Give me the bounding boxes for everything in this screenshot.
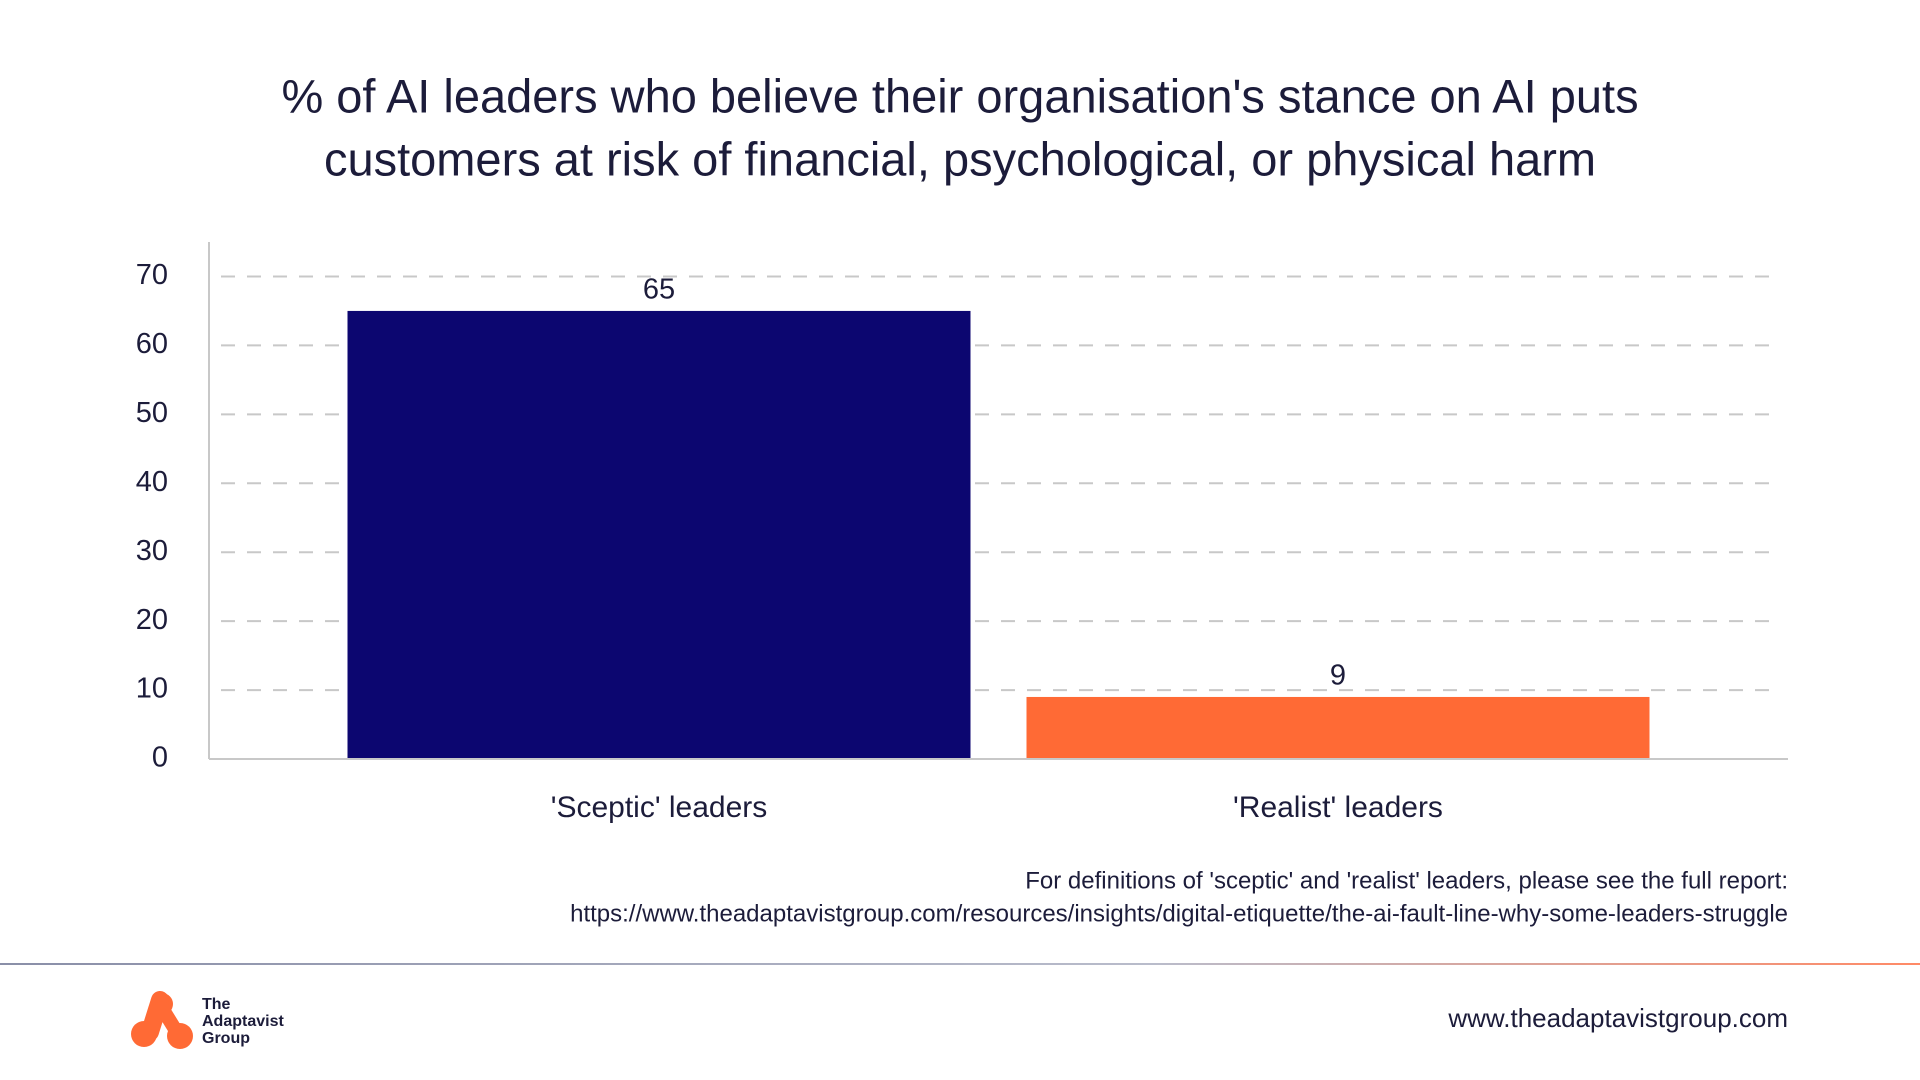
bar	[1026, 696, 1650, 759]
x-tick-label: 'Realist' leaders	[1233, 791, 1443, 824]
website: www.theadaptavistgroup.com	[1447, 1003, 1788, 1033]
chart-title: customers at risk of financial, psycholo…	[324, 132, 1596, 185]
y-tick-label: 70	[136, 259, 168, 291]
value-label: 9	[1330, 660, 1346, 692]
y-tick-label: 50	[136, 397, 168, 429]
y-tick-label: 60	[136, 328, 168, 360]
bar	[347, 310, 971, 759]
note: For definitions of 'sceptic' and 'realis…	[1025, 867, 1788, 894]
x-tick-label: 'Sceptic' leaders	[551, 791, 768, 824]
chart-title: % of AI leaders who believe their organi…	[281, 69, 1638, 122]
note: https://www.theadaptavistgroup.com/resou…	[570, 900, 1788, 927]
y-tick-label: 40	[136, 466, 168, 498]
logo-text: Adaptavist	[202, 1013, 284, 1030]
y-tick-label: 10	[136, 673, 168, 705]
logo-text: The	[202, 996, 231, 1013]
logo	[131, 991, 193, 1049]
y-tick-label: 0	[152, 742, 168, 774]
logo-text: Group	[202, 1030, 250, 1047]
separator	[0, 963, 1920, 965]
value-label: 65	[643, 274, 675, 306]
y-tick-label: 20	[136, 604, 168, 636]
y-tick-label: 30	[136, 535, 168, 567]
